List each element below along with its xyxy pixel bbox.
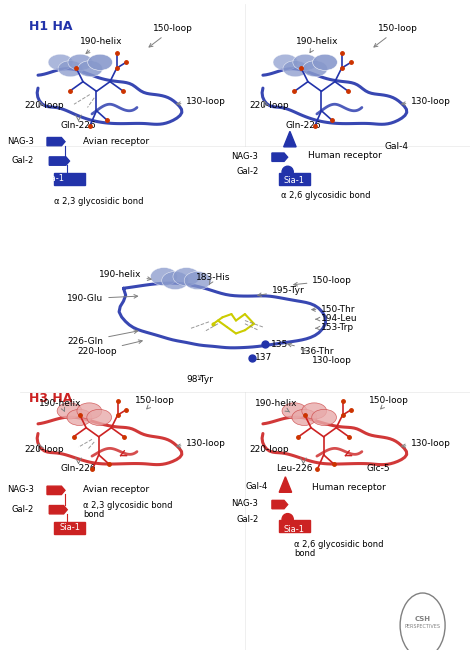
Text: α 2,6 glycosidic bond: α 2,6 glycosidic bond [294, 540, 384, 549]
Text: CSH: CSH [415, 616, 430, 622]
Text: 190-helix: 190-helix [255, 399, 298, 412]
Text: 190-helix: 190-helix [99, 269, 151, 281]
Text: H1 HA: H1 HA [29, 20, 73, 33]
Text: 137: 137 [255, 353, 273, 362]
Ellipse shape [150, 267, 177, 286]
Ellipse shape [77, 403, 101, 419]
FancyArrow shape [47, 137, 65, 146]
Ellipse shape [292, 409, 317, 426]
Text: 150-loop: 150-loop [374, 24, 418, 47]
Text: Gal-2: Gal-2 [11, 156, 34, 165]
FancyArrow shape [49, 506, 67, 514]
Text: Sia-1: Sia-1 [284, 525, 305, 534]
Ellipse shape [184, 271, 211, 290]
Text: 190-helix: 190-helix [80, 37, 122, 54]
Text: 220-loop: 220-loop [25, 101, 64, 110]
Text: 130-loop: 130-loop [177, 97, 226, 106]
Ellipse shape [273, 54, 298, 71]
FancyArrow shape [47, 486, 65, 494]
Text: 130-loop: 130-loop [402, 439, 451, 449]
Text: 130-loop: 130-loop [301, 349, 351, 364]
Text: 130-loop: 130-loop [177, 439, 226, 449]
FancyArrow shape [272, 500, 288, 509]
Text: Avian receptor: Avian receptor [83, 137, 149, 146]
Text: NAG-3: NAG-3 [231, 152, 258, 161]
Text: 153-Trp: 153-Trp [316, 323, 355, 332]
Text: H3 HA: H3 HA [29, 392, 73, 405]
Ellipse shape [293, 54, 318, 71]
Text: Gln-226: Gln-226 [61, 464, 96, 473]
Text: Gal-4: Gal-4 [384, 143, 409, 152]
Text: bond: bond [83, 510, 104, 519]
Ellipse shape [282, 166, 293, 178]
Text: 183-His: 183-His [196, 273, 231, 284]
Text: 220-loop: 220-loop [77, 340, 142, 356]
Text: 98-Tyr: 98-Tyr [186, 375, 213, 384]
Ellipse shape [78, 61, 102, 77]
Text: Glc-5: Glc-5 [366, 464, 390, 473]
Text: Gal-2: Gal-2 [236, 515, 258, 524]
Text: Gal-2: Gal-2 [236, 167, 258, 176]
Ellipse shape [57, 403, 82, 419]
Bar [54, 173, 85, 185]
Text: α 2,3 glycosidic bond: α 2,3 glycosidic bond [54, 197, 143, 205]
Text: 220-loop: 220-loop [25, 445, 64, 454]
Ellipse shape [313, 54, 337, 71]
Ellipse shape [283, 61, 308, 77]
Text: NAG-3: NAG-3 [231, 500, 258, 508]
Ellipse shape [162, 271, 189, 290]
Text: PERSPECTIVES: PERSPECTIVES [405, 624, 441, 629]
Text: 195-Tyr: 195-Tyr [258, 286, 305, 296]
Text: 150-loop: 150-loop [135, 396, 175, 409]
Text: Gal-2: Gal-2 [11, 505, 34, 513]
Text: α 2,6 glycosidic bond: α 2,6 glycosidic bond [281, 192, 370, 200]
Text: α 2,3 glycosidic bond: α 2,3 glycosidic bond [83, 502, 173, 510]
Text: 136-Thr: 136-Thr [288, 343, 334, 356]
Text: 220-loop: 220-loop [249, 445, 289, 454]
Text: 220-loop: 220-loop [249, 101, 289, 110]
Text: 226-Gln: 226-Gln [67, 330, 137, 346]
Ellipse shape [303, 61, 328, 77]
Text: 150-loop: 150-loop [149, 24, 193, 47]
Text: 130-loop: 130-loop [402, 97, 451, 106]
Text: NAG-3: NAG-3 [7, 485, 34, 494]
Text: 190-helix: 190-helix [296, 37, 338, 52]
Ellipse shape [282, 513, 293, 525]
Text: 150-loop: 150-loop [369, 396, 409, 409]
Ellipse shape [48, 54, 73, 71]
FancyArrow shape [272, 153, 288, 162]
Text: bond: bond [294, 549, 316, 558]
Text: Sia-1: Sia-1 [43, 174, 64, 183]
Text: 190-Glu: 190-Glu [67, 294, 137, 303]
Text: Gln-226: Gln-226 [286, 121, 321, 130]
Text: 194-Leu: 194-Leu [316, 314, 358, 323]
Text: 150-Thr: 150-Thr [312, 305, 356, 314]
FancyArrow shape [49, 157, 70, 165]
Ellipse shape [87, 409, 111, 426]
Text: 190-helix: 190-helix [39, 399, 82, 411]
Text: Leu-226: Leu-226 [276, 464, 313, 473]
Ellipse shape [68, 54, 92, 71]
Bar [279, 520, 310, 532]
Ellipse shape [173, 267, 200, 286]
Ellipse shape [58, 61, 83, 77]
Ellipse shape [88, 54, 112, 71]
Text: 135: 135 [271, 340, 288, 349]
Text: Gln-226: Gln-226 [61, 121, 96, 130]
Text: Gal-4: Gal-4 [245, 482, 267, 491]
Bar [279, 173, 310, 185]
Ellipse shape [67, 409, 92, 426]
Ellipse shape [312, 409, 337, 426]
Text: 150-loop: 150-loop [294, 276, 352, 286]
Ellipse shape [302, 403, 327, 419]
Ellipse shape [282, 403, 307, 419]
Text: Human receptor: Human receptor [308, 151, 382, 160]
Text: Sia-1: Sia-1 [284, 176, 305, 185]
Text: Avian receptor: Avian receptor [83, 485, 149, 494]
Bar [54, 522, 85, 534]
Text: Sia-1: Sia-1 [59, 523, 80, 532]
Text: NAG-3: NAG-3 [7, 137, 34, 146]
Text: Human receptor: Human receptor [312, 483, 386, 492]
